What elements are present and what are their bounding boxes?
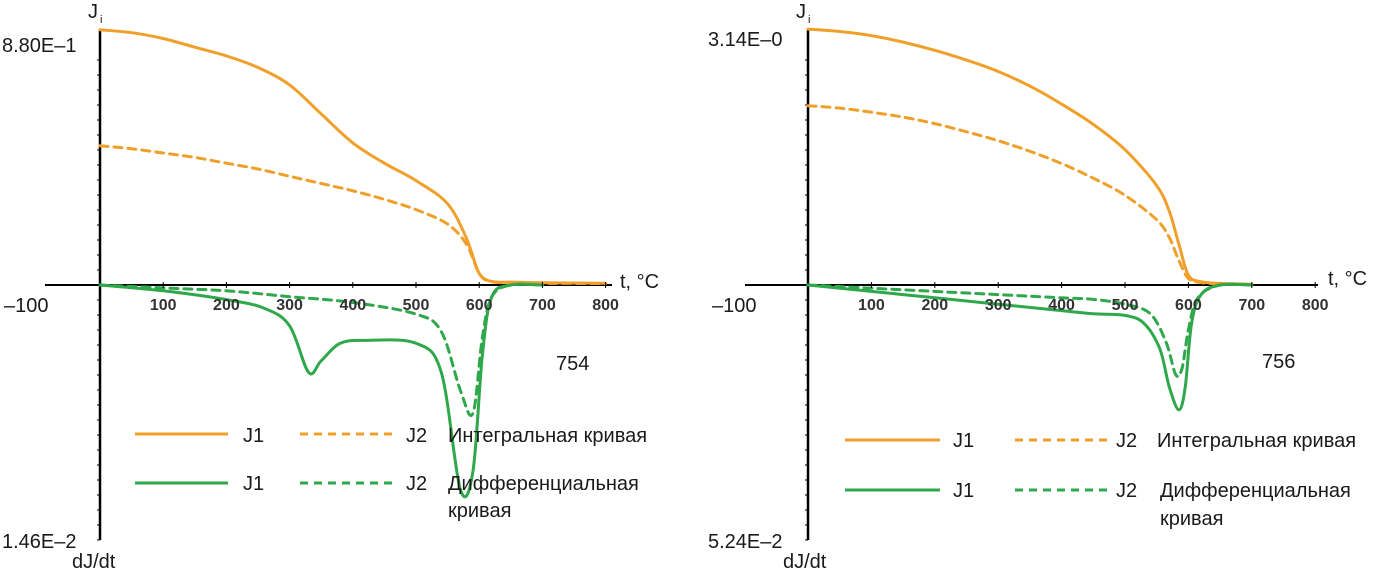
legend-diff-text-line2: кривая xyxy=(1160,508,1223,530)
x-tick-label: 800 xyxy=(592,297,619,314)
legend-diff-text-line1: Дифференциальная xyxy=(448,473,639,495)
y-top-axis-label: J xyxy=(796,1,806,23)
series-differential-j1-solid xyxy=(806,282,1254,412)
series-integral-j2-dashed xyxy=(98,144,608,286)
legend: J1 J2 Интегральная кривая J1 J2 Дифферен… xyxy=(845,430,1356,530)
x-negative-label: –100 xyxy=(712,295,757,317)
y-bottom-axis-label: dJ/dt xyxy=(783,551,827,571)
legend: J1 J2 Интегральная кривая J1 J2 Дифферен… xyxy=(135,425,647,522)
legend-integral-text: Интегральная кривая xyxy=(448,425,647,447)
sample-label: 756 xyxy=(1262,351,1295,373)
chart-panel-756: 100 200 300 400 500 600 700 800 3.14E–0 5.24E–2… xyxy=(708,1,1367,571)
x-tick-label: 600 xyxy=(1175,297,1202,314)
x-tick-label: 800 xyxy=(1302,297,1329,314)
x-tick-label: 400 xyxy=(339,297,366,314)
x-tick-label: 200 xyxy=(213,297,240,314)
series-integral-j1-solid xyxy=(806,27,1254,286)
series-differential-j1-solid xyxy=(98,282,544,499)
legend-integral-text: Интегральная кривая xyxy=(1157,430,1356,452)
legend-integral-j2-label: J2 xyxy=(406,425,427,447)
chart-panel-754: 100 200 300 400 500 600 700 800 8.80E–1 1.46E–2… xyxy=(2,1,659,571)
x-tick-label: 500 xyxy=(403,297,430,314)
y-bottom-axis-label: dJ/dt xyxy=(72,551,116,571)
series-layer xyxy=(98,28,608,499)
legend-diff-text-line1: Дифференциальная xyxy=(1160,480,1351,502)
legend-diff-j1-label: J1 xyxy=(243,473,264,495)
legend-integral-j2-label: J2 xyxy=(1116,430,1137,452)
x-axis-label: t, °C xyxy=(1328,268,1367,290)
series-integral-j2-dashed xyxy=(806,104,1254,286)
x-tick-label: 700 xyxy=(1238,297,1265,314)
x-tick-label: 100 xyxy=(858,297,885,314)
legend-diff-j1-label: J1 xyxy=(953,480,974,502)
series-integral-j1-solid xyxy=(98,28,608,285)
legend-diff-text-line2: кривая xyxy=(448,500,511,522)
x-tick-label: 700 xyxy=(529,297,556,314)
x-axis-label: t, °C xyxy=(620,271,659,293)
x-tick-labels: 100 200 300 400 500 600 700 800 xyxy=(858,282,1329,314)
y-axis-minor-ticks xyxy=(97,59,100,541)
legend-diff-j2-label: J2 xyxy=(1116,480,1137,502)
legend-diff-j2-label: J2 xyxy=(406,473,427,495)
x-tick-label: 200 xyxy=(921,297,948,314)
y-axis-minor-ticks xyxy=(805,59,808,541)
x-tick-label: 100 xyxy=(150,297,177,314)
x-tick-labels: 100 200 300 400 500 600 700 800 xyxy=(150,282,619,314)
y-top-axis-label: J xyxy=(88,1,98,23)
bottom-value-label: 1.46E–2 xyxy=(2,531,77,553)
y-top-axis-subscript: i xyxy=(808,14,810,26)
top-value-label: 8.80E–1 xyxy=(2,35,77,57)
y-top-axis-subscript: i xyxy=(100,14,102,26)
bottom-value-label: 5.24E–2 xyxy=(708,531,783,553)
x-tick-label: 600 xyxy=(466,297,493,314)
series-layer xyxy=(806,27,1254,412)
x-tick-label: 400 xyxy=(1048,297,1075,314)
legend-integral-j1-label: J1 xyxy=(243,425,264,447)
sample-label: 754 xyxy=(556,353,589,375)
x-tick-label: 300 xyxy=(276,297,303,314)
top-value-label: 3.14E–0 xyxy=(708,29,783,51)
series-differential-j2-dashed xyxy=(98,282,544,417)
x-tick-label: 500 xyxy=(1112,297,1139,314)
x-negative-label: –100 xyxy=(4,295,49,317)
legend-integral-j1-label: J1 xyxy=(953,430,974,452)
x-tick-label: 300 xyxy=(985,297,1012,314)
series-differential-j2-dashed xyxy=(806,282,1254,378)
